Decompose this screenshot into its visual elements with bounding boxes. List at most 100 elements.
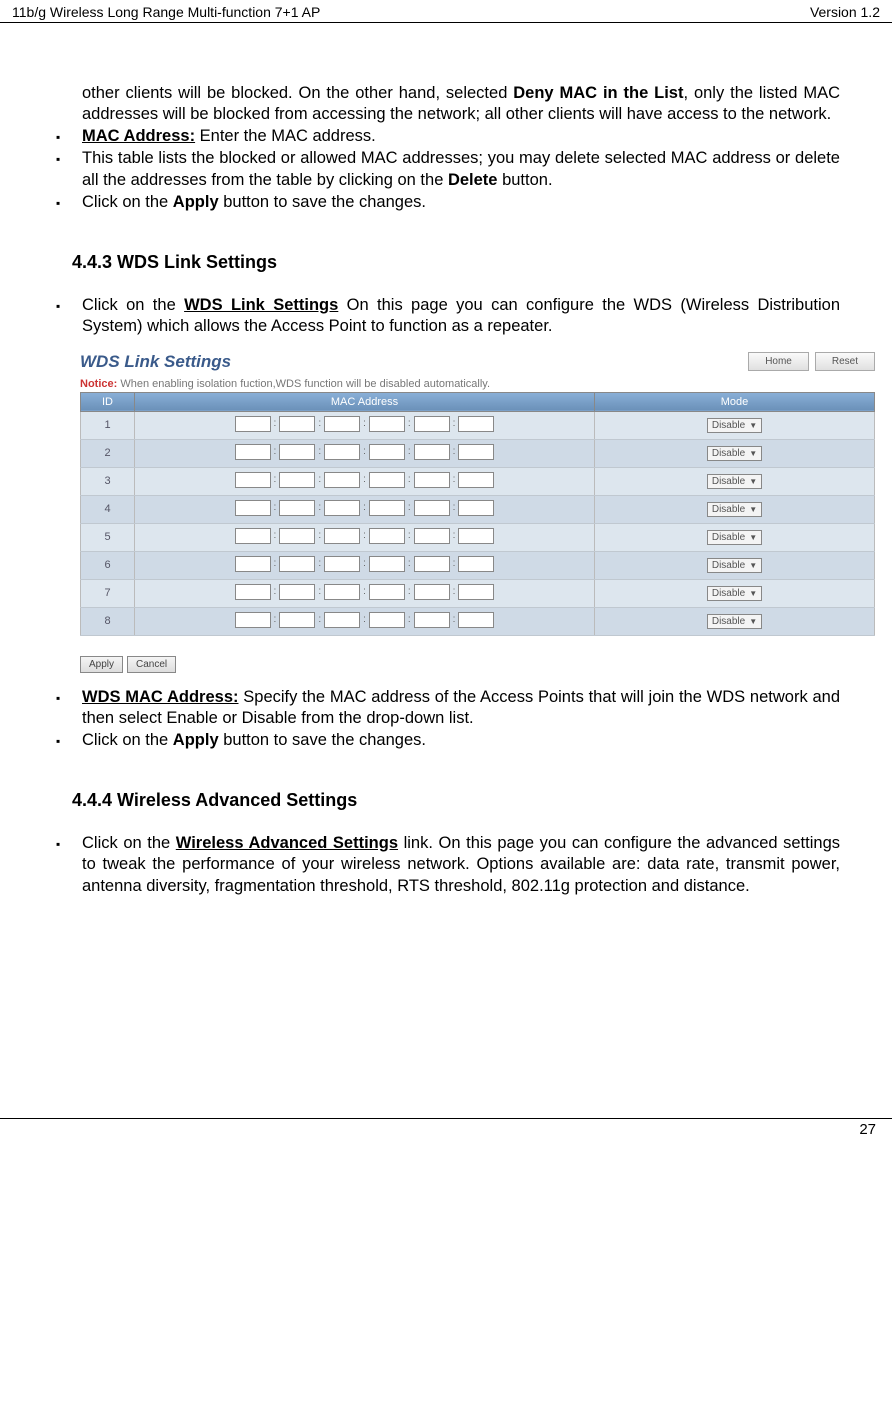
mac-separator: : <box>318 446 321 457</box>
mac-input[interactable] <box>324 584 360 600</box>
mac-input[interactable] <box>369 556 405 572</box>
mac-input[interactable] <box>458 612 494 628</box>
bullet-apply-2: Click on the Apply button to save the ch… <box>52 730 840 751</box>
mac-input[interactable] <box>235 584 271 600</box>
mac-input[interactable] <box>235 416 271 432</box>
mac-cell: ::::: <box>135 551 595 579</box>
mac-input[interactable] <box>279 528 315 544</box>
bullet-mac-address: MAC Address: Enter the MAC address. <box>52 126 840 147</box>
mac-separator: : <box>408 446 411 457</box>
mac-input[interactable] <box>279 444 315 460</box>
mode-select[interactable]: Disable▼ <box>707 418 762 433</box>
mac-cell: ::::: <box>135 467 595 495</box>
wds-screenshot: WDS Link Settings Home Reset Notice: Whe… <box>80 352 875 673</box>
mac-input[interactable] <box>458 416 494 432</box>
cancel-button[interactable]: Cancel <box>127 656 176 673</box>
ss-bottom-buttons: Apply Cancel <box>80 656 875 673</box>
bullet-table-desc: This table lists the blocked or allowed … <box>52 148 840 191</box>
mac-input[interactable] <box>458 444 494 460</box>
mac-input[interactable] <box>414 500 450 516</box>
mac-input[interactable] <box>324 556 360 572</box>
mac-input[interactable] <box>414 612 450 628</box>
mac-input[interactable] <box>279 612 315 628</box>
mac-separator: : <box>453 614 456 625</box>
wds-table: ID MAC Address Mode 1:::::Disable▼2:::::… <box>80 392 875 636</box>
mac-separator: : <box>453 502 456 513</box>
mac-input[interactable] <box>235 472 271 488</box>
mac-input[interactable] <box>369 500 405 516</box>
mac-separator: : <box>453 586 456 597</box>
mac-input[interactable] <box>279 500 315 516</box>
home-button[interactable]: Home <box>748 352 809 371</box>
mode-select[interactable]: Disable▼ <box>707 502 762 517</box>
mac-input[interactable] <box>279 584 315 600</box>
mac-input[interactable] <box>458 528 494 544</box>
mac-input[interactable] <box>414 584 450 600</box>
mac-input[interactable] <box>369 612 405 628</box>
mac-input[interactable] <box>369 584 405 600</box>
apply-pre-1: Click on the <box>82 193 173 211</box>
mac-input[interactable] <box>235 528 271 544</box>
mode-select[interactable]: Disable▼ <box>707 558 762 573</box>
row-id: 7 <box>81 579 135 607</box>
mac-separator: : <box>453 530 456 541</box>
mac-cell: ::::: <box>135 495 595 523</box>
mac-input[interactable] <box>414 472 450 488</box>
mode-select[interactable]: Disable▼ <box>707 614 762 629</box>
mac-input[interactable] <box>414 416 450 432</box>
mac-input[interactable] <box>235 612 271 628</box>
apply-button[interactable]: Apply <box>80 656 123 673</box>
mac-input[interactable] <box>414 444 450 460</box>
mac-input[interactable] <box>324 444 360 460</box>
mac-input[interactable] <box>324 612 360 628</box>
mac-address-text: Enter the MAC address. <box>195 127 376 145</box>
th-mode: Mode <box>595 392 875 411</box>
mode-cell: Disable▼ <box>595 607 875 635</box>
row-id: 6 <box>81 551 135 579</box>
mac-input[interactable] <box>458 556 494 572</box>
mode-select[interactable]: Disable▼ <box>707 586 762 601</box>
mac-input[interactable] <box>458 472 494 488</box>
mac-separator: : <box>274 474 277 485</box>
mac-input[interactable] <box>414 528 450 544</box>
row-id: 8 <box>81 607 135 635</box>
mode-select[interactable]: Disable▼ <box>707 474 762 489</box>
mac-input[interactable] <box>458 584 494 600</box>
mac-separator: : <box>274 446 277 457</box>
table-row: 2:::::Disable▼ <box>81 439 875 467</box>
mac-input[interactable] <box>235 500 271 516</box>
mac-input[interactable] <box>235 444 271 460</box>
mac-input[interactable] <box>324 528 360 544</box>
chevron-down-icon: ▼ <box>749 477 757 486</box>
wds-mac-label: WDS MAC Address: <box>82 688 239 706</box>
mode-cell: Disable▼ <box>595 439 875 467</box>
mac-input[interactable] <box>324 500 360 516</box>
mac-input[interactable] <box>279 416 315 432</box>
mode-cell: Disable▼ <box>595 551 875 579</box>
mac-input[interactable] <box>324 472 360 488</box>
mac-separator: : <box>408 502 411 513</box>
bullet-list-2: WDS MAC Address: Specify the MAC address… <box>52 687 840 752</box>
mac-input[interactable] <box>279 556 315 572</box>
mac-separator: : <box>274 586 277 597</box>
mode-value: Disable <box>712 588 745 599</box>
mac-input[interactable] <box>458 500 494 516</box>
mac-input[interactable] <box>369 472 405 488</box>
row-id: 3 <box>81 467 135 495</box>
mode-value: Disable <box>712 532 745 543</box>
ss-header: WDS Link Settings Home Reset <box>80 352 875 372</box>
bullet-list-444: Click on the Wireless Advanced Settings … <box>52 833 840 897</box>
mac-input[interactable] <box>414 556 450 572</box>
mode-select[interactable]: Disable▼ <box>707 530 762 545</box>
mode-value: Disable <box>712 616 745 627</box>
table-row: 7:::::Disable▼ <box>81 579 875 607</box>
mac-input[interactable] <box>369 416 405 432</box>
reset-button[interactable]: Reset <box>815 352 875 371</box>
mac-input[interactable] <box>369 444 405 460</box>
mac-input[interactable] <box>235 556 271 572</box>
bullet-wireless-advanced: Click on the Wireless Advanced Settings … <box>52 833 840 897</box>
mac-input[interactable] <box>324 416 360 432</box>
mac-input[interactable] <box>279 472 315 488</box>
mac-input[interactable] <box>369 528 405 544</box>
mode-select[interactable]: Disable▼ <box>707 446 762 461</box>
